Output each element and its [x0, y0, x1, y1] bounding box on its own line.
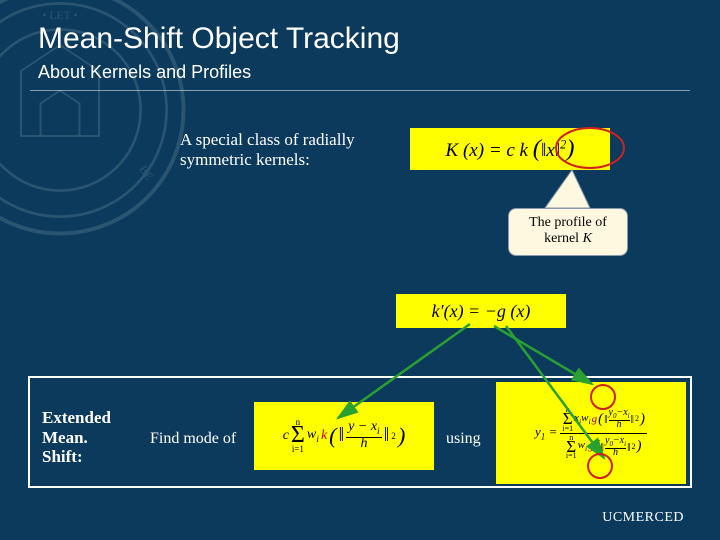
- logo-uc: UC: [602, 510, 622, 525]
- formula-y1: y1 = n Σ i=1 xiwi g (‖ y0−xih ‖2) n Σ: [496, 382, 686, 484]
- callout-profile: The profile of kernel K: [508, 208, 628, 256]
- footer-logo: UCMERCED: [602, 510, 684, 526]
- find-mode-label: Find mode of: [150, 430, 236, 448]
- svg-text:• LET •: • LET •: [42, 9, 77, 22]
- logo-merced: MERCED: [623, 510, 684, 525]
- title-rule: [30, 90, 690, 91]
- formula-kprime: k′(x) = −g (x): [396, 294, 566, 328]
- using-label: using: [446, 430, 481, 448]
- intro-text: A special class of radially symmetric ke…: [180, 130, 390, 171]
- formula-mode-sum: c n Σ i=1 wi k ( ‖ y − xi h ‖2 ): [254, 402, 434, 470]
- slide-subtitle: About Kernels and Profiles: [38, 62, 251, 83]
- slide-title: Mean-Shift Object Tracking: [38, 22, 400, 56]
- formula-kernel: K (x) = c k (‖x‖2): [410, 128, 610, 170]
- extended-label: Extended Mean. Shift:: [42, 408, 132, 467]
